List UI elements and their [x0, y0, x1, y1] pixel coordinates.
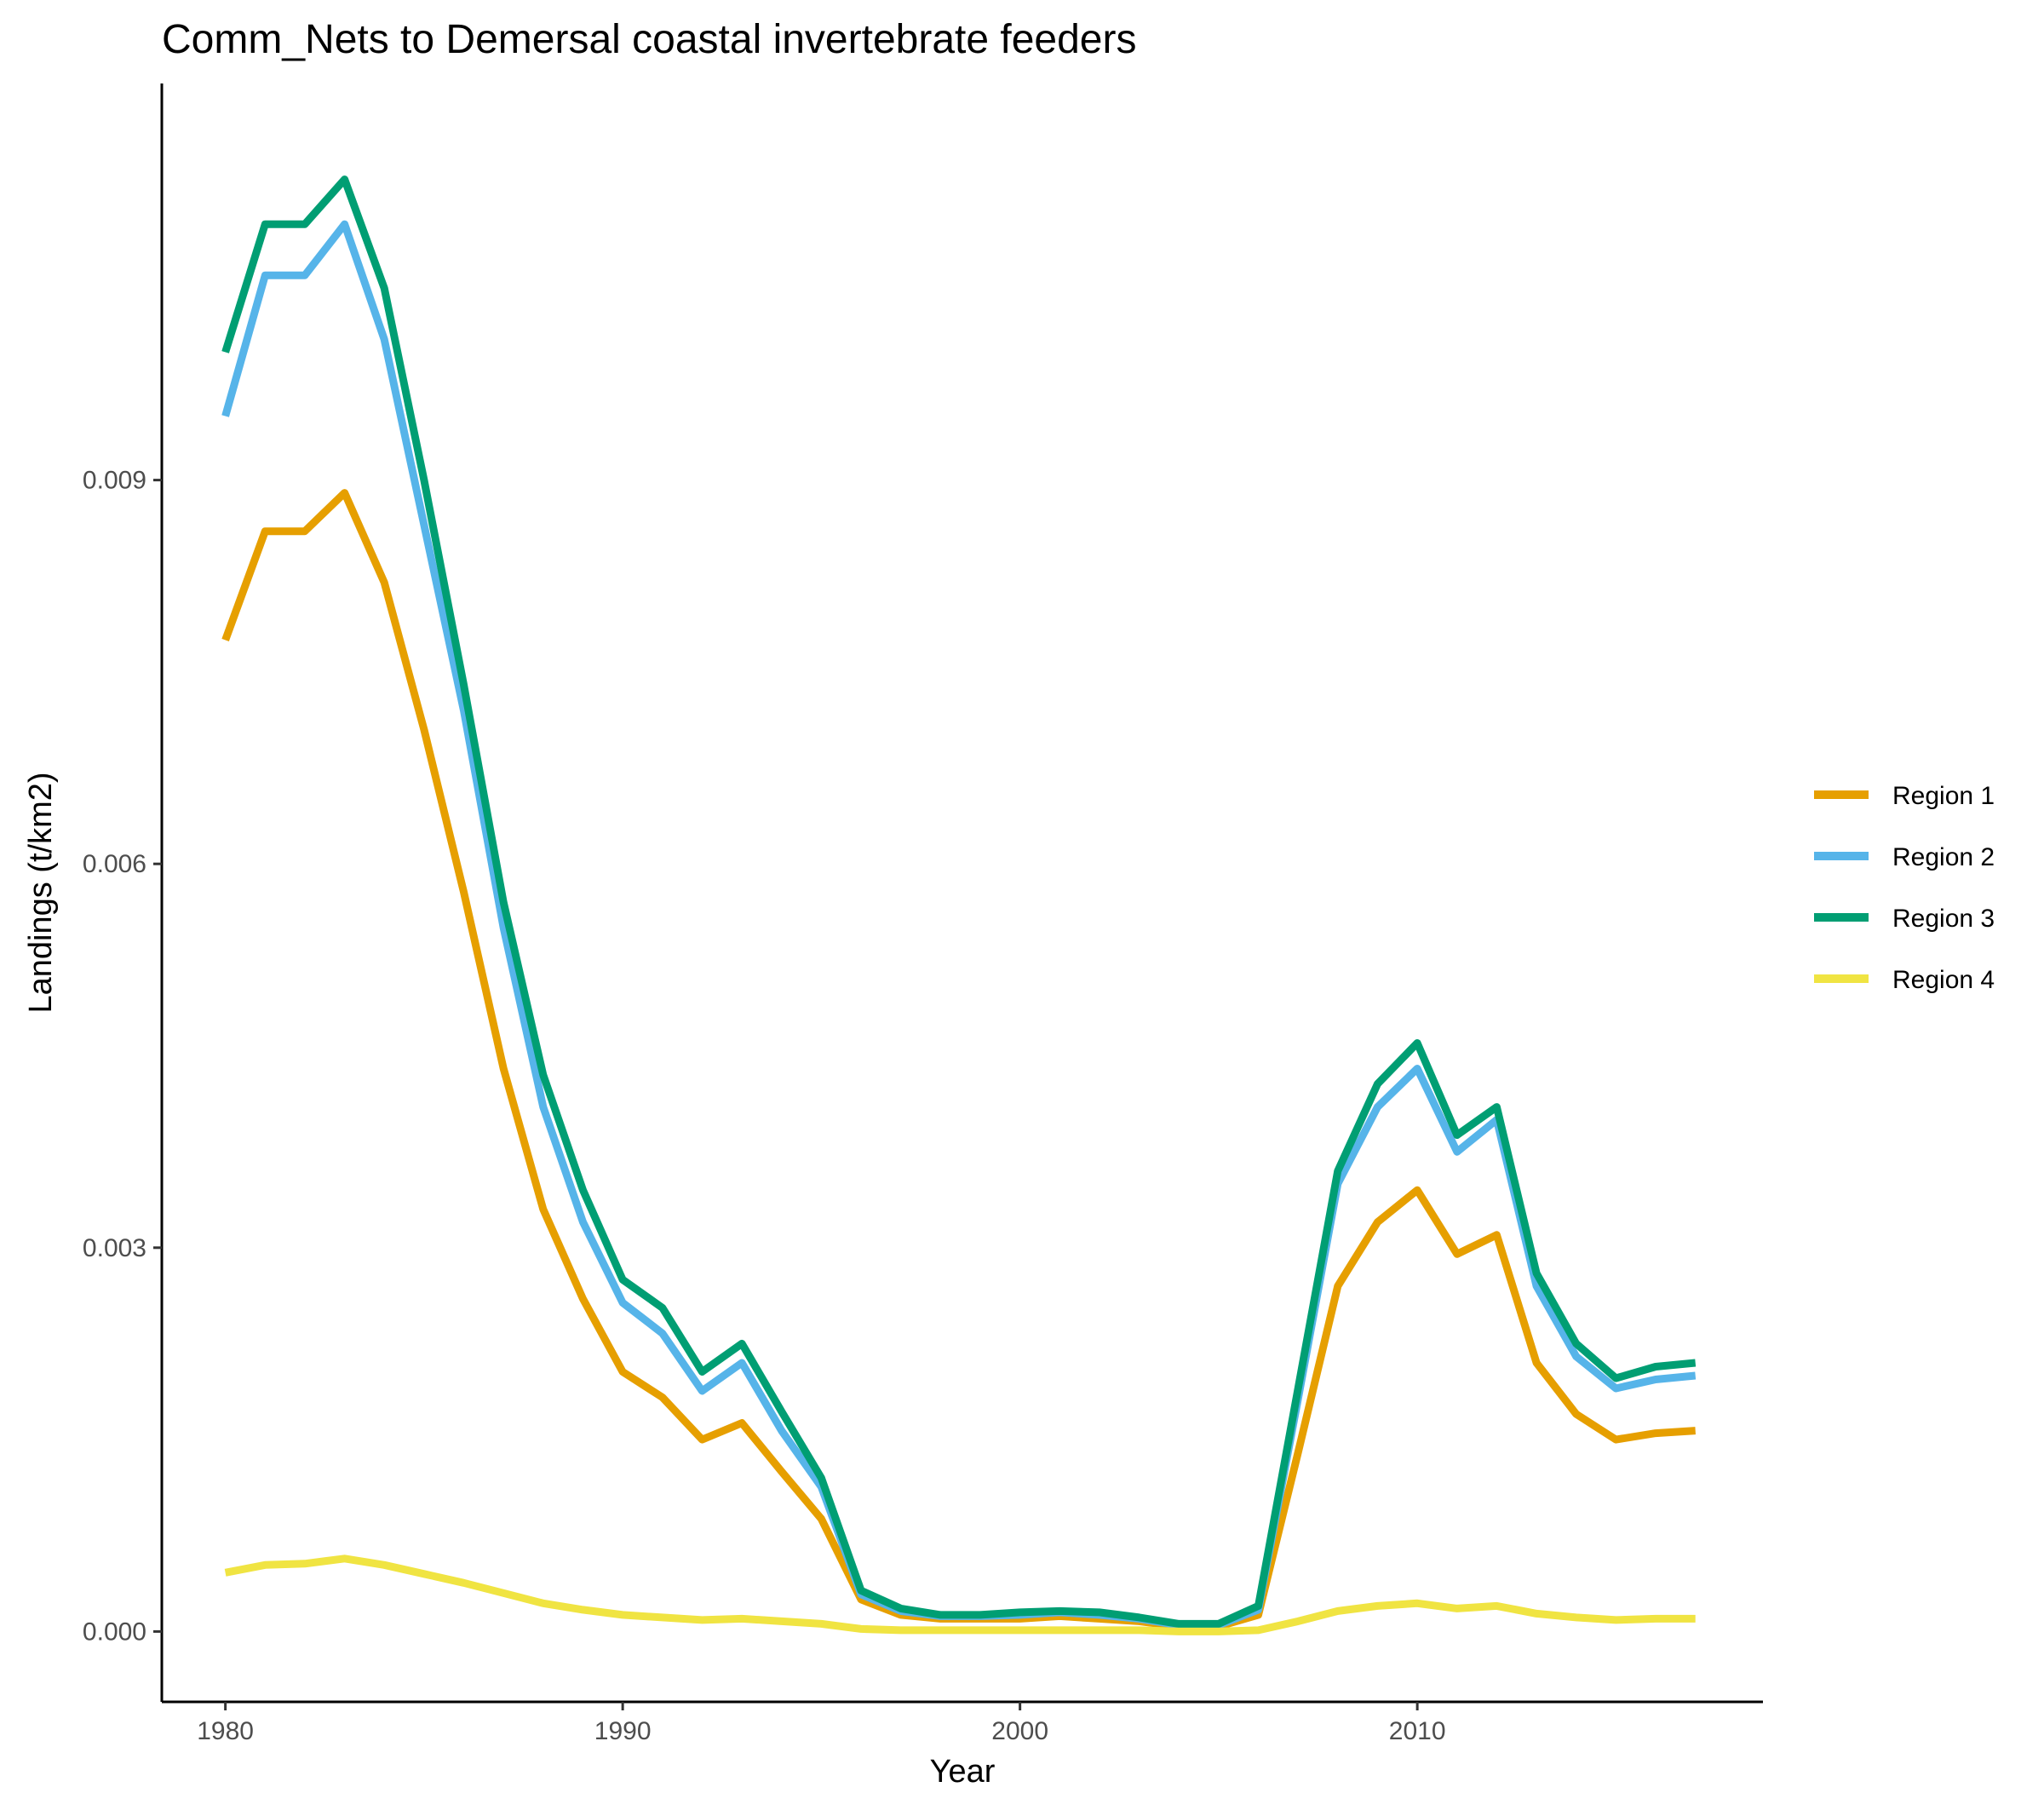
x-tick-label: 2010: [1389, 1717, 1446, 1745]
legend-label-region-3: Region 3: [1892, 905, 1995, 933]
legend-label-region-2: Region 2: [1892, 843, 1995, 871]
x-ticks: 1980 1990 2000 2010: [197, 1702, 1446, 1745]
legend-label-region-4: Region 4: [1892, 966, 1995, 994]
y-tick-label: 0.000: [83, 1618, 146, 1646]
y-tick-label: 0.009: [83, 467, 146, 495]
series-line-region-4: [224, 1555, 1696, 1635]
x-axis-title: Year: [930, 1754, 996, 1789]
y-tick-label: 0.006: [83, 850, 146, 878]
chart-title: Comm_Nets to Demersal coastal invertebra…: [162, 17, 1136, 62]
x-tick-label: 1980: [197, 1717, 254, 1745]
x-tick-label: 1990: [594, 1717, 652, 1745]
legend-label-region-1: Region 1: [1892, 782, 1995, 810]
series-layer: [221, 175, 1697, 1635]
y-axis-title: Landings (t/km2): [23, 772, 59, 1013]
x-tick-label: 2000: [991, 1717, 1048, 1745]
legend: Region 1 Region 2 Region 3 Region 4: [1814, 782, 1995, 994]
y-tick-label: 0.003: [83, 1234, 146, 1262]
y-ticks: 0.000 0.003 0.006 0.009: [83, 467, 162, 1646]
series-line-region-3: [221, 175, 1697, 1628]
